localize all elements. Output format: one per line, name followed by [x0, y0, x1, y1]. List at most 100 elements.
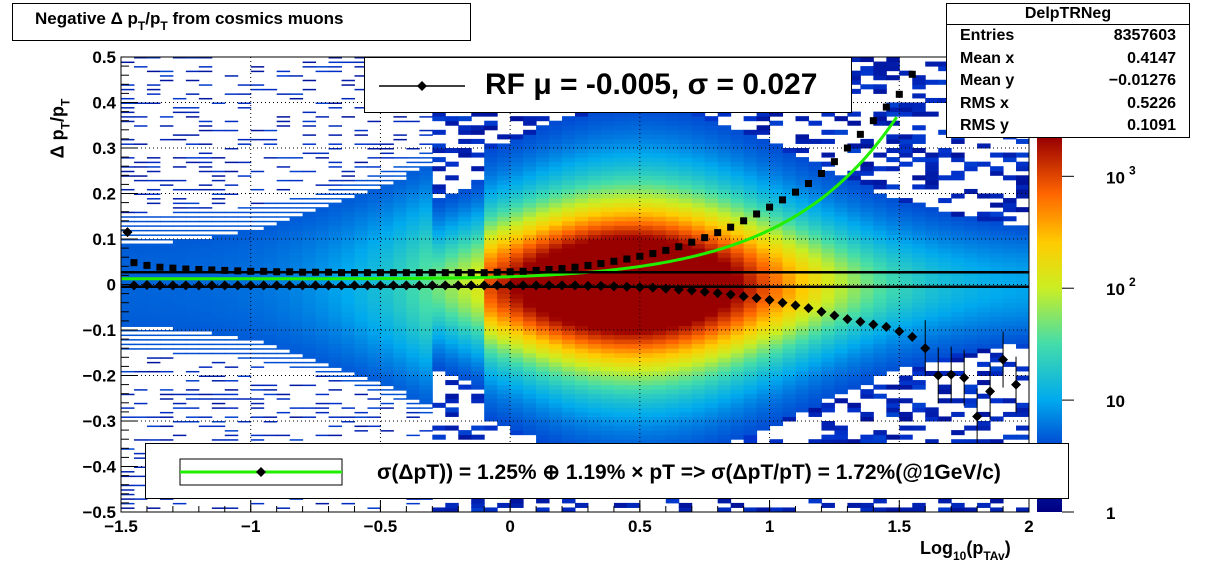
heatmap-cell [600, 411, 615, 417]
heatmap-cell [445, 293, 459, 299]
heatmap-cell [562, 361, 576, 367]
heatmap-cell [1016, 138, 1029, 144]
heatmap-cell [795, 348, 809, 354]
heatmap-cell [367, 357, 381, 363]
heatmap-cell [510, 293, 524, 299]
heatmap-cell [626, 275, 641, 281]
heatmap-cell [1016, 193, 1029, 199]
heatmap-cell [938, 352, 952, 358]
heatmap-cell [769, 361, 784, 367]
heatmap-cell [795, 229, 809, 235]
heatmap-cell [600, 229, 615, 235]
heatmap-cell [549, 398, 563, 404]
heatmap-cell [821, 311, 835, 317]
heatmap-cell [977, 339, 991, 345]
heatmap-cell [536, 275, 550, 281]
heatmap-cell [665, 398, 680, 404]
heatmap-cell [302, 311, 317, 317]
heatmap-cell [497, 243, 511, 249]
heatmap-cell [834, 357, 848, 363]
heatmap-cell [652, 334, 667, 340]
heatmap-cell [289, 266, 304, 272]
heatmap-cell [912, 275, 926, 281]
heatmap-cell [159, 116, 174, 118]
y-tick-label: 0.5 [92, 48, 116, 67]
heatmap-cell [782, 330, 797, 336]
heatmap-cell [730, 211, 745, 217]
heatmap-cell [302, 198, 317, 200]
heatmap-cell [276, 229, 291, 235]
heatmap-cell [536, 320, 550, 326]
heatmap-cell [121, 239, 135, 241]
mean-point [401, 280, 412, 291]
heatmap-cell [912, 79, 926, 85]
sigma-point [350, 269, 358, 277]
heatmap-cell [172, 279, 187, 285]
heatmap-cell [743, 411, 758, 417]
heatmap-cell [523, 293, 537, 299]
heatmap-cell [224, 93, 239, 95]
heatmap-cell [899, 302, 913, 308]
heatmap-cell [639, 252, 654, 258]
heatmap-cell [289, 157, 304, 159]
heatmap-cell [289, 384, 304, 387]
heatmap-cell [484, 339, 498, 345]
heatmap-cell [769, 311, 784, 317]
heatmap-cell [380, 170, 394, 173]
heatmap-cell [146, 293, 161, 299]
heatmap-cell [237, 298, 252, 304]
heatmap-cell [367, 380, 381, 382]
heatmap-cell [834, 184, 848, 190]
heatmap-cell [808, 334, 822, 340]
heatmap-cell [133, 439, 148, 441]
heatmap-cell [406, 370, 420, 376]
heatmap-cell [769, 175, 784, 181]
heatmap-cell [484, 175, 498, 181]
heatmap-cell [925, 289, 939, 295]
heatmap-cell [652, 361, 667, 367]
heatmap-cell [782, 234, 797, 240]
heatmap-cell [198, 188, 213, 191]
heatmap-cell [328, 425, 343, 428]
heatmap-cell [691, 434, 706, 440]
heatmap-cell [678, 248, 693, 254]
heatmap-cell [1016, 325, 1029, 331]
heatmap-cell [406, 120, 420, 123]
heatmap-cell [341, 407, 355, 409]
heatmap-cell [224, 289, 239, 295]
heatmap-cell [1003, 311, 1017, 317]
heatmap-cell [860, 439, 874, 445]
heatmap-cell [769, 389, 784, 395]
heatmap-cell [886, 257, 900, 263]
heatmap-cell [1003, 325, 1017, 331]
heatmap-cell [860, 375, 874, 381]
heatmap-cell [484, 202, 498, 208]
heatmap-cell [938, 348, 952, 354]
heatmap-cell [626, 384, 641, 390]
heatmap-cell [484, 170, 498, 176]
heatmap-cell [497, 252, 511, 258]
fit-line [121, 116, 898, 281]
heatmap-cell [380, 152, 394, 155]
heatmap-cell [263, 243, 278, 249]
heatmap-cell [665, 239, 680, 245]
heatmap-cell [406, 311, 420, 317]
heatmap-cell [523, 416, 537, 422]
heatmap-cell [1003, 152, 1017, 158]
heatmap-cell [873, 248, 887, 254]
heatmap-cell [665, 161, 680, 167]
heatmap-cell [471, 198, 485, 204]
heatmap-cell [795, 380, 809, 386]
heatmap-cell [847, 357, 861, 363]
heatmap-cell [250, 298, 265, 304]
heatmap-cell [977, 225, 991, 231]
heatmap-cell [250, 220, 265, 223]
heatmap-cell [652, 111, 667, 117]
heatmap-cell [185, 257, 200, 263]
heatmap-cell [600, 198, 615, 204]
heatmap-cell [315, 157, 330, 159]
mean-point [595, 280, 606, 291]
heatmap-cell [756, 343, 771, 349]
heatmap-cell [406, 302, 420, 308]
